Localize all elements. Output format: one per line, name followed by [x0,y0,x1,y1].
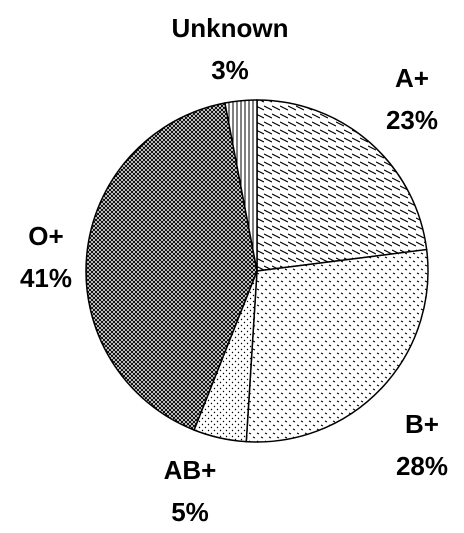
slice-label: O+ [28,221,63,251]
slice-value-label: 28% [396,451,448,481]
pie-slice [245,248,429,443]
slice-value-label: 5% [171,497,209,527]
slice-label: B+ [405,409,439,439]
slice-label: Unknown [172,13,289,43]
pie-slice [85,102,258,431]
pie-slice [256,99,428,272]
slice-value-label: 23% [386,105,438,135]
slice-label: AB+ [164,455,217,485]
slice-label: A+ [395,63,429,93]
pie-slice [224,99,258,272]
slice-value-label: 41% [20,263,72,293]
slice-value-label: 3% [211,55,249,85]
